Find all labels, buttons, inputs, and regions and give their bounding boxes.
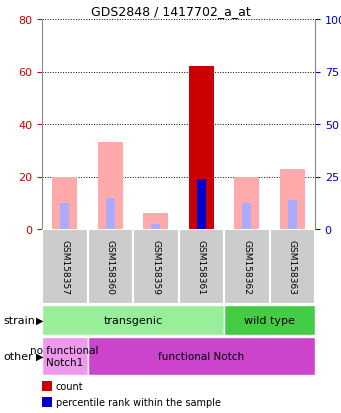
- Bar: [88, 230, 133, 304]
- Text: GSM158359: GSM158359: [151, 240, 160, 294]
- Bar: [269, 230, 315, 304]
- Bar: [133, 230, 178, 304]
- Bar: [197, 180, 206, 230]
- Text: functional Notch: functional Notch: [158, 351, 244, 361]
- Bar: [224, 230, 269, 304]
- Text: GDS2848 / 1417702_a_at: GDS2848 / 1417702_a_at: [91, 5, 250, 18]
- Bar: [143, 214, 168, 230]
- Text: transgenic: transgenic: [103, 315, 163, 325]
- Text: other: other: [3, 351, 33, 361]
- Text: wild type: wild type: [244, 315, 295, 325]
- Bar: [224, 305, 315, 335]
- Text: strain: strain: [3, 315, 35, 325]
- Text: GSM158357: GSM158357: [60, 240, 69, 294]
- Text: GSM158363: GSM158363: [288, 240, 297, 294]
- Bar: [52, 177, 77, 230]
- Text: no functional
Notch1: no functional Notch1: [30, 345, 99, 367]
- Bar: [42, 337, 88, 375]
- Text: GSM158361: GSM158361: [197, 240, 206, 294]
- Bar: [98, 143, 123, 230]
- Bar: [178, 230, 224, 304]
- Bar: [242, 203, 251, 230]
- Text: ▶: ▶: [36, 351, 43, 361]
- Bar: [42, 230, 88, 304]
- Bar: [280, 169, 305, 230]
- Bar: [88, 337, 315, 375]
- Bar: [42, 305, 224, 335]
- Bar: [189, 67, 214, 230]
- Bar: [151, 224, 160, 230]
- Bar: [106, 198, 115, 230]
- Bar: [234, 177, 259, 230]
- Text: ▶: ▶: [36, 315, 43, 325]
- Text: count: count: [56, 381, 84, 391]
- Text: GSM158362: GSM158362: [242, 240, 251, 294]
- Bar: [288, 201, 297, 230]
- Text: percentile rank within the sample: percentile rank within the sample: [56, 397, 221, 407]
- Bar: [60, 203, 69, 230]
- Text: GSM158360: GSM158360: [106, 240, 115, 294]
